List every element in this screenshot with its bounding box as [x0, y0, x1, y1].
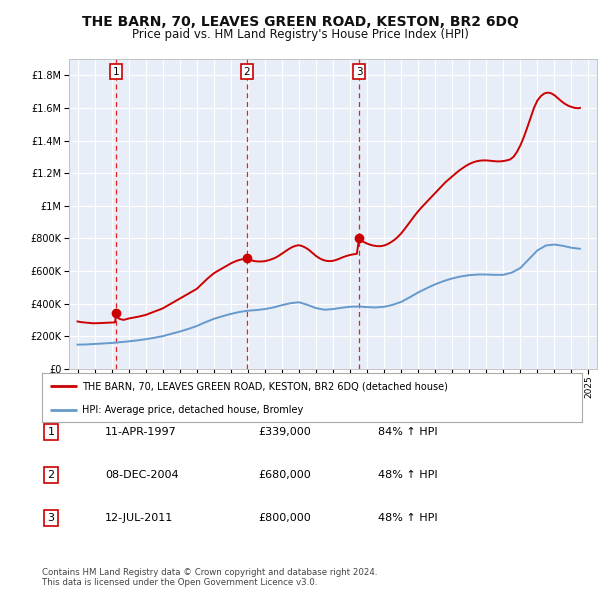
Text: 11-APR-1997: 11-APR-1997 [105, 427, 177, 437]
Text: 2: 2 [47, 470, 55, 480]
Text: 08-DEC-2004: 08-DEC-2004 [105, 470, 179, 480]
Text: THE BARN, 70, LEAVES GREEN ROAD, KESTON, BR2 6DQ: THE BARN, 70, LEAVES GREEN ROAD, KESTON,… [82, 15, 518, 29]
Text: Price paid vs. HM Land Registry's House Price Index (HPI): Price paid vs. HM Land Registry's House … [131, 28, 469, 41]
Text: £339,000: £339,000 [258, 427, 311, 437]
Text: HPI: Average price, detached house, Bromley: HPI: Average price, detached house, Brom… [83, 405, 304, 415]
Text: Contains HM Land Registry data © Crown copyright and database right 2024.
This d: Contains HM Land Registry data © Crown c… [42, 568, 377, 587]
Text: 12-JUL-2011: 12-JUL-2011 [105, 513, 173, 523]
Text: 1: 1 [113, 67, 119, 77]
Text: 84% ↑ HPI: 84% ↑ HPI [378, 427, 437, 437]
Text: £800,000: £800,000 [258, 513, 311, 523]
Text: 1: 1 [47, 427, 55, 437]
Text: 48% ↑ HPI: 48% ↑ HPI [378, 513, 437, 523]
Text: 2: 2 [244, 67, 250, 77]
Text: £680,000: £680,000 [258, 470, 311, 480]
Text: 48% ↑ HPI: 48% ↑ HPI [378, 470, 437, 480]
Text: 3: 3 [356, 67, 362, 77]
Text: 3: 3 [47, 513, 55, 523]
Text: THE BARN, 70, LEAVES GREEN ROAD, KESTON, BR2 6DQ (detached house): THE BARN, 70, LEAVES GREEN ROAD, KESTON,… [83, 381, 448, 391]
